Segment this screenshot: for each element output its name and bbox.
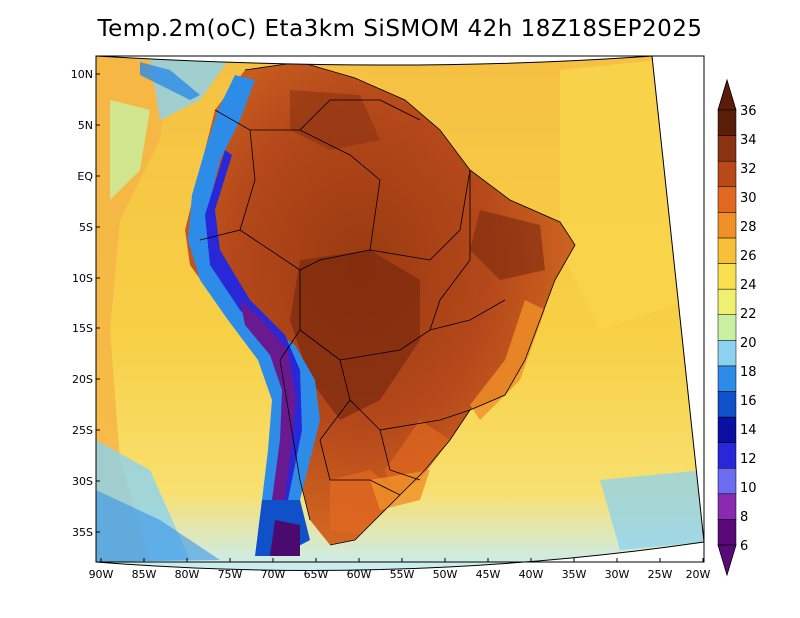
lat-label: 5N — [78, 119, 93, 132]
colorbar-segment — [717, 109, 737, 136]
lat-label: EQ — [77, 170, 93, 183]
lon-label: 50W — [433, 568, 458, 581]
colorbar-segment — [717, 314, 737, 341]
colorbar-label: 6 — [740, 539, 748, 554]
lon-label: 90W — [89, 568, 114, 581]
colorbar-label: 22 — [740, 307, 757, 322]
lon-label: 85W — [132, 568, 157, 581]
lon-label: 55W — [390, 568, 415, 581]
lon-label: 80W — [175, 568, 200, 581]
colorbar-label: 10 — [740, 481, 757, 496]
lon-label: 20W — [686, 568, 711, 581]
colorbar-segment — [717, 442, 737, 469]
colorbar-segment — [717, 365, 737, 392]
colorbar-label: 30 — [740, 191, 757, 206]
colorbar-segment — [717, 467, 737, 495]
map-title: Temp.2m(oC) Eta3km SiSMOM 42h 18Z18SEP20… — [97, 16, 703, 42]
lat-label: 25S — [72, 424, 93, 437]
lon-label: 60W — [347, 568, 372, 581]
lon-label: 25W — [648, 568, 673, 581]
colorbar-label: 26 — [740, 249, 757, 264]
colorbar-label: 24 — [740, 278, 757, 293]
colorbar-label: 12 — [740, 452, 757, 467]
lon-label: 30W — [605, 568, 630, 581]
colorbar-label: 14 — [740, 423, 757, 438]
colorbar-segment — [717, 493, 737, 520]
lon-label: 70W — [261, 568, 286, 581]
lat-label: 10S — [72, 272, 93, 285]
colorbar-segment — [717, 160, 737, 188]
country-borders — [199, 61, 576, 546]
lon-label: 40W — [519, 568, 544, 581]
colorbar: 36 34 32 30 28 26 24 22 20 18 16 14 12 1… — [717, 78, 757, 577]
lat-label: 35S — [72, 526, 93, 539]
colorbar-label: 28 — [740, 220, 757, 235]
colorbar-segment — [717, 186, 737, 213]
colorbar-segment — [717, 212, 737, 239]
lat-label: 15S — [72, 322, 93, 335]
lon-label: 35W — [562, 568, 587, 581]
lon-label: 75W — [218, 568, 243, 581]
colorbar-label: 18 — [740, 365, 757, 380]
colorbar-label: 32 — [740, 162, 757, 177]
colorbar-label: 34 — [740, 133, 757, 148]
longitude-axis: 90W 85W 80W 75W 70W 65W 60W 55W 50W 45W … — [89, 558, 711, 581]
colorbar-arrow-top — [717, 78, 737, 111]
lat-label: 20S — [72, 373, 93, 386]
lat-label: 10N — [71, 68, 93, 81]
colorbar-segment — [717, 391, 737, 418]
colorbar-label: 16 — [740, 394, 757, 409]
lat-label: 5S — [79, 221, 93, 234]
lon-label: 65W — [304, 568, 329, 581]
temperature-field — [96, 56, 704, 570]
lon-label: 45W — [476, 568, 501, 581]
colorbar-segment — [717, 237, 737, 264]
colorbar-label: 8 — [740, 510, 748, 525]
latitude-axis: 10N 5N EQ 5S 10S 15S 20S 25S 30S 35S — [71, 68, 100, 539]
colorbar-label: 36 — [740, 104, 757, 119]
colorbar-label: 20 — [740, 336, 757, 351]
colorbar-segment — [717, 416, 737, 443]
colorbar-segment — [717, 288, 737, 315]
lat-label: 30S — [72, 475, 93, 488]
colorbar-segment — [717, 519, 737, 546]
colorbar-segment — [717, 135, 737, 162]
colorbar-segment — [717, 263, 737, 290]
colorbar-segment — [717, 340, 737, 367]
colorbar-arrow-bottom — [717, 544, 737, 577]
